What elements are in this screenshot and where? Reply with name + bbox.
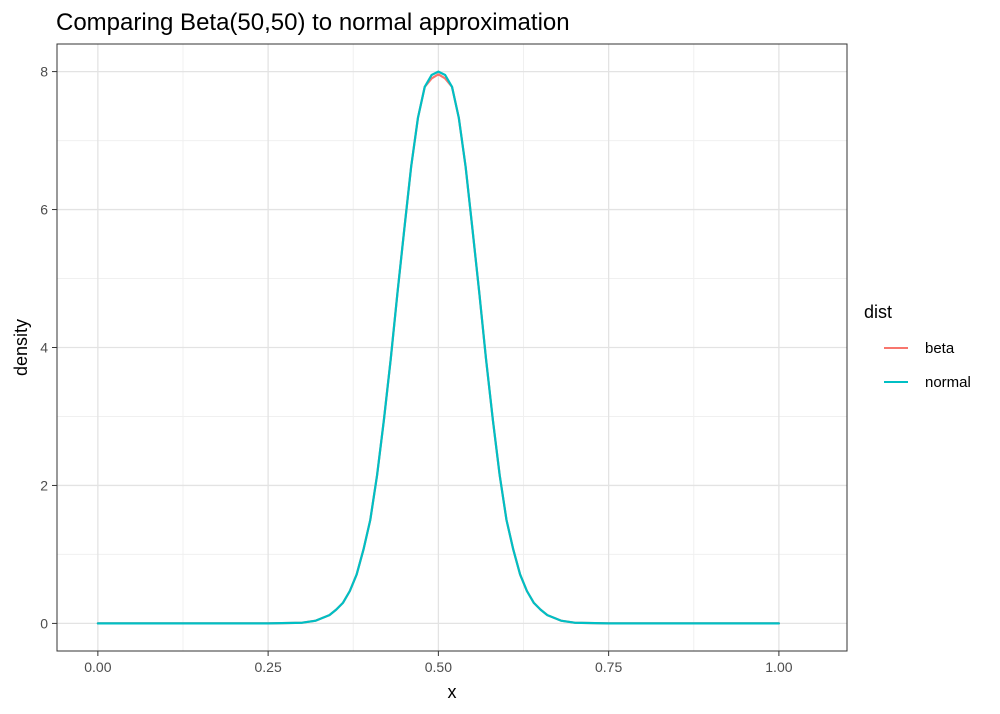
grid-layer — [57, 44, 847, 651]
x-axis-title: x — [448, 682, 457, 702]
x-tick-label: 0.00 — [84, 659, 111, 675]
legend: dist beta normal — [864, 302, 971, 391]
series-layer — [96, 70, 781, 625]
x-tick-label: 0.25 — [254, 659, 281, 675]
x-tick-label: 0.75 — [595, 659, 622, 675]
y-axis-title: density — [11, 319, 31, 376]
chart-title: Comparing Beta(50,50) to normal approxim… — [56, 9, 570, 36]
y-tick-label: 8 — [40, 64, 48, 80]
y-tick-label: 2 — [40, 477, 48, 493]
y-tick-label: 0 — [40, 615, 48, 631]
x-tick-label: 0.50 — [425, 659, 452, 675]
y-tick-label: 4 — [40, 340, 48, 356]
tick-layer: 0.00 0.25 0.50 0.75 1.00 0 2 4 6 8 — [40, 64, 793, 675]
y-tick-label: 6 — [40, 202, 48, 218]
x-tick-label: 1.00 — [765, 659, 792, 675]
legend-title: dist — [864, 302, 892, 322]
legend-label-beta: beta — [925, 340, 955, 357]
series-line-normal — [96, 70, 781, 625]
legend-label-normal: normal — [925, 374, 971, 391]
